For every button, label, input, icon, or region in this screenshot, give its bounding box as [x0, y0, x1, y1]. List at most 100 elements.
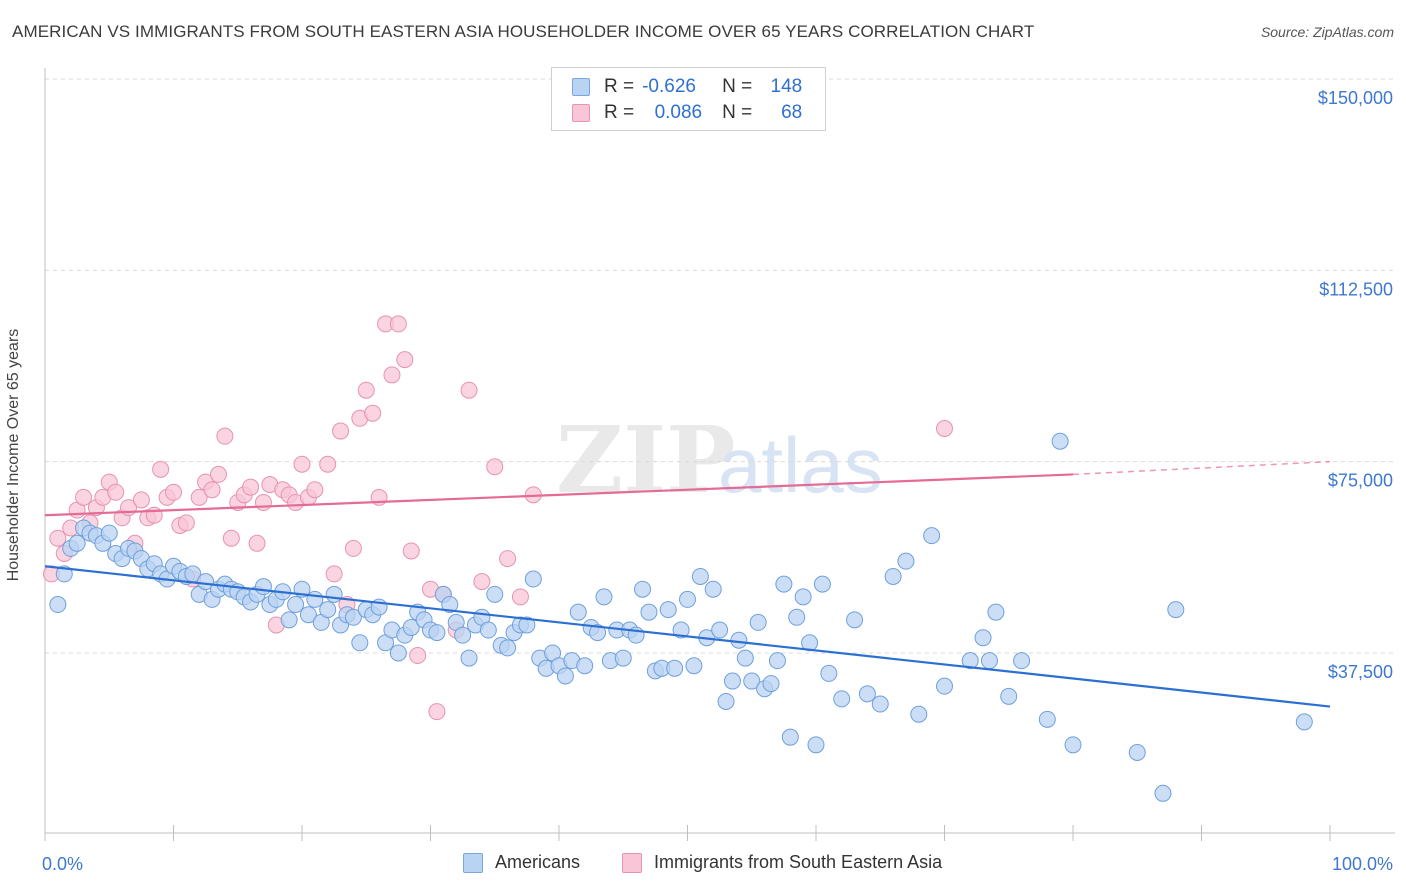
- americans-point: [846, 611, 864, 629]
- americans-point: [691, 567, 709, 585]
- y-tick-label: $75,000: [1328, 471, 1393, 491]
- americans-trend-line: [44, 565, 1331, 708]
- americans-point: [499, 639, 517, 657]
- immigrants-point: [511, 588, 529, 606]
- americans-point: [68, 534, 86, 552]
- americans-point: [871, 695, 889, 713]
- americans-point: [897, 552, 915, 570]
- watermark-atlas-text: atlas: [718, 421, 883, 509]
- americans-point: [486, 585, 504, 603]
- immigrants-point: [473, 573, 491, 591]
- americans-point: [717, 692, 735, 710]
- legend-immigrants[interactable]: Immigrants from South Eastern Asia: [622, 852, 942, 873]
- americans-point: [980, 652, 998, 670]
- americans-point: [319, 601, 337, 619]
- americans-point: [1064, 736, 1082, 754]
- immigrants-point: [107, 483, 125, 501]
- americans-point: [49, 596, 67, 614]
- r-value: -0.626: [642, 76, 696, 97]
- immigrants-point: [190, 488, 208, 506]
- americans-point: [524, 570, 542, 588]
- grid-lines: [45, 78, 1395, 654]
- americans-point: [576, 657, 594, 675]
- pink-square-icon: [622, 852, 642, 873]
- americans-point: [987, 603, 1005, 621]
- n-value: 148: [770, 76, 803, 97]
- americans-point: [1038, 710, 1056, 728]
- tick-labels: $37,500 $75,000 $112,500 $150,000 0.0% 100.0%: [42, 88, 1393, 874]
- americans-point: [55, 565, 73, 583]
- immigrants-point: [402, 542, 420, 560]
- americans-point: [936, 677, 953, 695]
- americans-point: [1167, 601, 1185, 619]
- immigrants-point: [332, 422, 350, 440]
- legend-row-americans: R = -0.626 N = 148: [572, 75, 802, 99]
- y-tick-label: $37,500: [1328, 662, 1393, 682]
- americans-point: [775, 575, 793, 593]
- immigrants-point: [203, 481, 221, 499]
- americans-point: [749, 613, 767, 631]
- americans-point: [428, 624, 446, 642]
- americans-point: [1295, 713, 1313, 731]
- americans-point: [389, 644, 407, 662]
- americans-point: [518, 616, 536, 634]
- americans-point: [672, 621, 690, 639]
- americans-point: [1128, 743, 1146, 761]
- immigrants-point: [75, 488, 93, 506]
- americans-point: [569, 603, 587, 621]
- americans-point: [723, 672, 741, 690]
- x-tick-label: 100.0%: [1332, 854, 1393, 874]
- immigrants-point: [248, 534, 266, 552]
- legend-immigrants-label: Immigrants from South Eastern Asia: [654, 852, 943, 872]
- americans-point: [254, 578, 272, 596]
- immigrants-point: [216, 427, 234, 445]
- americans-point: [460, 649, 478, 667]
- americans-point: [589, 624, 607, 642]
- americans-point: [884, 567, 902, 585]
- r-label: R =: [604, 76, 635, 97]
- americans-point: [1154, 784, 1172, 802]
- americans-point: [1051, 432, 1069, 450]
- immigrants-point: [165, 483, 182, 501]
- immigrants-point: [49, 529, 67, 547]
- americans-point: [1000, 687, 1018, 705]
- correlation-legend: R = -0.626 N = 148 R = 0.086 N = 68: [551, 67, 826, 131]
- americans-point: [704, 580, 722, 598]
- immigrants-trend-line: [44, 473, 1074, 517]
- americans-point: [1013, 652, 1031, 670]
- immigrants-trend-extension: [1072, 460, 1331, 476]
- immigrants-point: [254, 493, 272, 511]
- immigrants-point: [132, 491, 150, 509]
- americans-point: [768, 652, 786, 670]
- immigrants-point: [242, 478, 260, 496]
- immigrants-point: [409, 647, 427, 665]
- immigrants-point: [383, 366, 401, 384]
- americans-point: [762, 675, 780, 693]
- americans-point: [306, 590, 324, 608]
- americans-point: [961, 652, 979, 670]
- americans-point: [974, 629, 992, 647]
- americans-point: [666, 659, 684, 677]
- trend-lines: [44, 460, 1331, 708]
- immigrants-point: [389, 315, 407, 333]
- y-tick-label: $112,500: [1319, 279, 1393, 299]
- americans-point: [614, 649, 632, 667]
- immigrants-point: [152, 460, 170, 478]
- immigrants-point: [357, 381, 375, 399]
- immigrants-point: [319, 455, 337, 473]
- americans-point: [730, 631, 748, 649]
- americans-point: [813, 575, 831, 593]
- americans-point: [299, 606, 317, 624]
- americans-point: [634, 580, 652, 598]
- zipatlas-watermark: ZIP atlas: [556, 406, 883, 514]
- americans-point: [858, 685, 876, 703]
- americans-point: [807, 736, 825, 754]
- legend-americans[interactable]: Americans: [463, 852, 580, 873]
- americans-point: [685, 657, 703, 675]
- chart-title: AMERICAN VS IMMIGRANTS FROM SOUTH EASTER…: [12, 22, 1035, 41]
- immigrants-point: [293, 455, 311, 473]
- immigrants-point: [209, 465, 227, 483]
- americans-point: [659, 601, 677, 619]
- immigrants-point: [325, 565, 343, 583]
- immigrants-point: [222, 529, 240, 547]
